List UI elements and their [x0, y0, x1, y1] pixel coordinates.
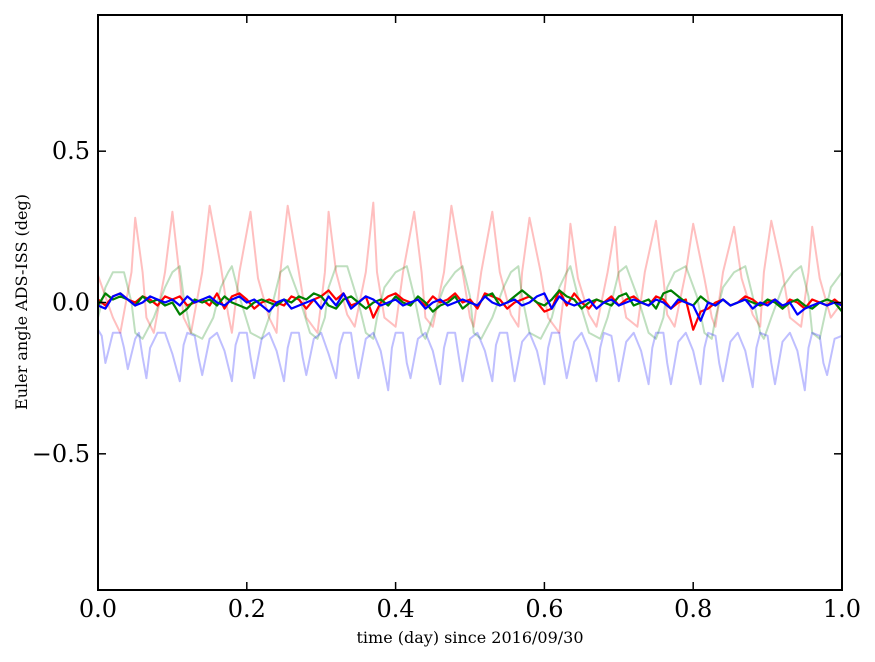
- y-tick-label: 0.5: [52, 137, 90, 165]
- axis-ticks: 0.0 0.2 0.4 0.6 0.8 1.0 0.5 0.0 −0.5: [32, 15, 861, 623]
- y-axis-label: Euler angle ADS-ISS (deg): [12, 194, 31, 410]
- series-line-0: [98, 201, 842, 334]
- x-tick-label: 0.8: [674, 595, 712, 623]
- series-line-2: [98, 329, 842, 392]
- x-tick-label: 0.2: [228, 595, 266, 623]
- x-tick-label: 0.4: [377, 595, 415, 623]
- series-line-5: [98, 292, 842, 322]
- x-tick-label: 1.0: [823, 595, 861, 623]
- series-lines: [98, 201, 842, 392]
- x-axis-label: time (day) since 2016/09/30: [356, 628, 583, 647]
- y-tick-label: 0.0: [52, 289, 90, 317]
- x-tick-label: 0.0: [79, 595, 117, 623]
- y-tick-label: −0.5: [32, 440, 90, 468]
- series-line-1: [98, 265, 842, 340]
- x-tick-label: 0.6: [525, 595, 563, 623]
